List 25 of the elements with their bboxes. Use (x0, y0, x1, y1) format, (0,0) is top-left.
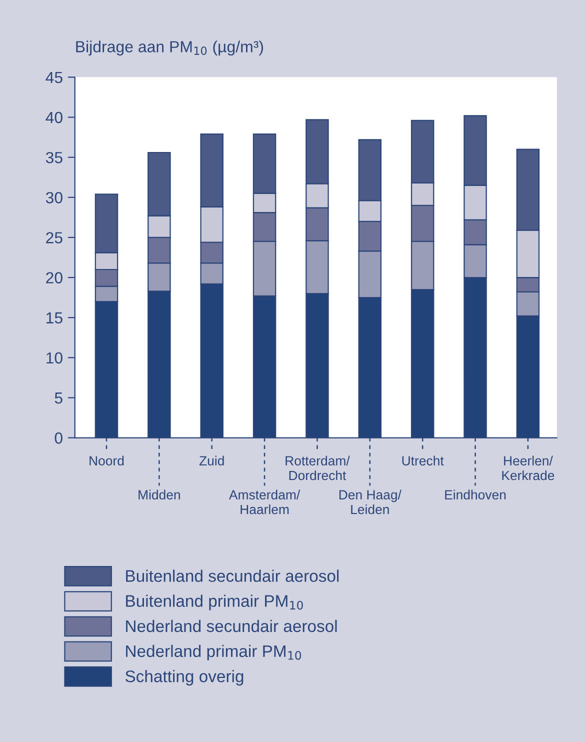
x-tick-label: Den Haag/ Leiden (339, 490, 402, 514)
legend-label: Buitenland primair PM$_{10}$ (126, 594, 303, 610)
y-axis-title: Bijdrage aan PM$_{10}$ (µg/m³) (76, 40, 264, 56)
legend-label: Buitenland secundair aerosol (126, 570, 339, 582)
x-tick-label: Midden (138, 490, 180, 500)
y-tick-label: 10 (46, 352, 62, 364)
y-tick-label: 35 (46, 152, 62, 164)
x-tick-label: Rotterdam/ Dordrecht (286, 456, 350, 480)
x-tick-label: Amsterdam/ Haarlem (229, 490, 300, 514)
y-tick-label: 20 (46, 272, 62, 284)
x-tick-label: Utrecht (402, 456, 444, 466)
y-tick-label: 40 (46, 112, 62, 124)
y-tick-label: 0 (54, 432, 62, 444)
x-tick-label: Noord (90, 456, 124, 466)
x-tick-label: Eindhoven (445, 490, 506, 500)
x-tick-label: Heerlen/ Kerkrade (502, 456, 554, 480)
y-tick-label: 15 (46, 312, 62, 324)
x-tick-label: Zuid (199, 456, 224, 466)
legend-label: Nederland primair PM$_{10}$ (126, 644, 302, 660)
y-tick-label: 25 (46, 232, 62, 244)
legend-label: Schatting overig (125, 670, 244, 686)
y-tick-label: 30 (46, 192, 62, 204)
y-tick-label: 45 (46, 72, 62, 84)
y-tick-label: 5 (54, 392, 62, 404)
legend-label: Nederland secundair aerosol (126, 620, 337, 632)
